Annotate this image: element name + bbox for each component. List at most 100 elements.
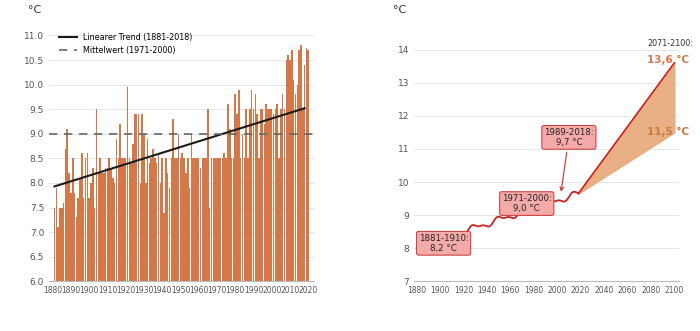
Bar <box>74 193 76 281</box>
Bar <box>76 217 77 281</box>
Bar <box>267 109 269 281</box>
Bar <box>108 159 110 281</box>
Legend: Linearer Trend (1881-2018), Mittelwert (1971-2000): Linearer Trend (1881-2018), Mittelwert (… <box>56 30 196 58</box>
Bar <box>94 208 95 281</box>
Bar <box>251 90 253 281</box>
Bar <box>258 159 260 281</box>
Bar <box>105 168 106 281</box>
Bar <box>291 50 293 281</box>
Text: °C: °C <box>28 5 41 16</box>
Bar <box>181 154 183 281</box>
Bar <box>240 159 241 281</box>
Bar <box>96 109 97 281</box>
Bar <box>304 65 305 281</box>
Bar <box>293 80 295 281</box>
Bar <box>150 159 152 281</box>
Bar <box>55 188 57 281</box>
Bar <box>118 159 119 281</box>
Bar <box>169 188 170 281</box>
Bar <box>255 94 256 281</box>
Bar <box>222 159 223 281</box>
Bar <box>90 183 92 281</box>
Bar <box>162 159 163 281</box>
Bar <box>276 104 278 281</box>
Text: 2071-2100:: 2071-2100: <box>648 39 693 48</box>
Bar <box>198 159 200 281</box>
Bar <box>148 163 150 281</box>
Bar <box>138 114 139 281</box>
Bar <box>280 109 281 281</box>
Bar <box>111 168 112 281</box>
Bar <box>256 114 258 281</box>
Text: 1971-2000:
9,0 °C: 1971-2000: 9,0 °C <box>502 194 552 213</box>
Bar <box>127 87 128 281</box>
Bar <box>112 178 113 281</box>
Bar <box>185 173 187 281</box>
Bar <box>81 154 83 281</box>
Bar <box>260 109 262 281</box>
Text: 1881-1910:
8,2 °C: 1881-1910: 8,2 °C <box>419 234 468 253</box>
Bar <box>97 173 99 281</box>
Bar <box>64 149 67 281</box>
Bar <box>216 159 218 281</box>
Bar <box>132 144 134 281</box>
Bar <box>211 159 212 281</box>
Bar <box>114 183 116 281</box>
Bar <box>147 139 148 281</box>
Bar <box>265 104 267 281</box>
Bar <box>220 159 221 281</box>
Bar <box>209 208 211 281</box>
Bar <box>156 163 158 281</box>
Bar <box>214 159 216 281</box>
Bar <box>78 198 79 281</box>
Bar <box>286 60 287 281</box>
Bar <box>66 129 68 281</box>
Bar <box>284 109 286 281</box>
Bar <box>302 109 304 281</box>
Bar <box>207 109 209 281</box>
Bar <box>165 159 167 281</box>
Bar <box>158 154 160 281</box>
Bar <box>106 168 108 281</box>
Bar <box>232 159 234 281</box>
Bar <box>88 198 90 281</box>
Bar <box>288 55 289 281</box>
Bar <box>298 50 300 281</box>
Bar <box>300 45 302 281</box>
Text: 1989-2018:
9,7 °C: 1989-2018: 9,7 °C <box>544 128 594 191</box>
Bar <box>99 159 101 281</box>
Bar <box>160 183 161 281</box>
Bar <box>83 198 85 281</box>
Text: 13,6 °C: 13,6 °C <box>648 55 690 65</box>
Bar <box>306 48 307 281</box>
Bar <box>241 134 244 281</box>
Bar <box>121 159 122 281</box>
Bar <box>196 159 197 281</box>
Bar <box>163 213 164 281</box>
Bar <box>120 124 121 281</box>
Bar <box>274 109 276 281</box>
Bar <box>63 203 64 281</box>
Bar <box>145 183 146 281</box>
Bar <box>167 173 169 281</box>
Bar <box>69 173 70 281</box>
Bar <box>79 178 81 281</box>
Bar <box>57 227 59 281</box>
Bar <box>103 173 104 281</box>
Bar <box>229 129 230 281</box>
Bar <box>289 60 290 281</box>
Bar <box>180 159 181 281</box>
Bar <box>247 159 248 281</box>
Bar <box>273 114 274 281</box>
Bar <box>231 159 232 281</box>
Bar <box>187 159 188 281</box>
Bar <box>141 114 143 281</box>
Bar <box>178 134 179 281</box>
Bar <box>193 159 194 281</box>
Bar <box>234 94 236 281</box>
Bar <box>237 114 238 281</box>
Bar <box>102 173 103 281</box>
Bar <box>269 109 271 281</box>
Bar <box>195 159 196 281</box>
Bar <box>262 109 263 281</box>
